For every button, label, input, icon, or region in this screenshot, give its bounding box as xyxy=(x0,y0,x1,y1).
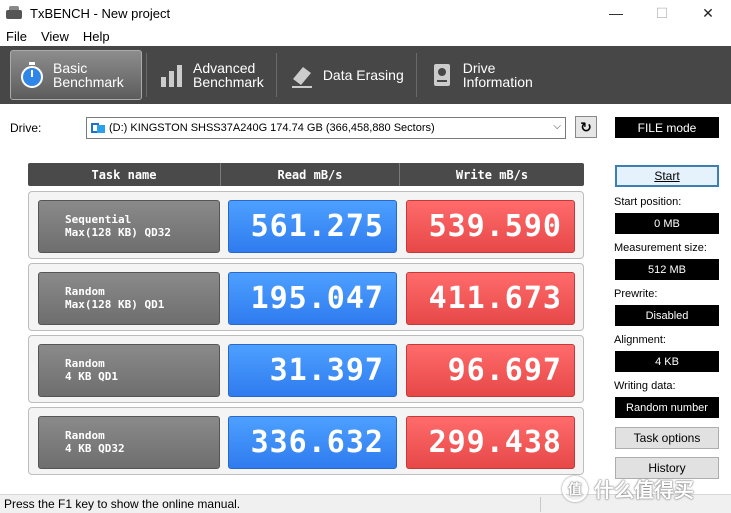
prewrite-label: Prewrite: xyxy=(614,288,658,300)
title-bar: TxBENCH - New project — ☐ ✕ xyxy=(0,0,731,26)
read-value: 336.632 xyxy=(228,416,397,469)
minimize-button[interactable]: — xyxy=(609,5,623,21)
tab-drive-information[interactable]: Drive Information xyxy=(421,50,541,100)
start-position-value[interactable]: 0 MB xyxy=(615,213,719,234)
alignment-value[interactable]: 4 KB xyxy=(615,351,719,372)
status-text: Press the F1 key to show the online manu… xyxy=(4,497,241,511)
bar-chart-icon xyxy=(161,65,182,87)
tab-divider xyxy=(275,53,277,97)
read-value: 561.275 xyxy=(228,200,397,253)
drive-info-icon xyxy=(433,64,450,86)
measurement-size-value[interactable]: 512 MB xyxy=(615,259,719,280)
write-value: 539.590 xyxy=(406,200,575,253)
maximize-button[interactable]: ☐ xyxy=(655,4,669,21)
tab-data-erasing[interactable]: Data Erasing xyxy=(281,50,412,100)
menu-view[interactable]: View xyxy=(40,28,69,44)
read-value: 31.397 xyxy=(228,344,397,397)
task-button-4k-q1[interactable]: Random 4 KB QD1 xyxy=(38,344,220,397)
status-divider xyxy=(540,497,541,512)
window-title: TxBENCH - New project xyxy=(30,5,171,21)
menu-help[interactable]: Help xyxy=(82,28,110,44)
prewrite-value[interactable]: Disabled xyxy=(615,305,719,326)
header-task-name: Task name xyxy=(28,163,221,186)
close-button[interactable]: ✕ xyxy=(702,4,714,21)
tab-basic-benchmark[interactable]: Basic Benchmark xyxy=(10,50,142,100)
result-row-4k-q1: Random 4 KB QD1 31.397 96.697 xyxy=(28,335,584,403)
eraser-icon xyxy=(291,67,312,88)
writing-data-value[interactable]: Random number xyxy=(615,397,719,418)
tab-divider xyxy=(415,53,417,97)
watermark: 值 什么值得买 xyxy=(562,474,694,503)
tab-label: Drive Information xyxy=(462,60,533,90)
tab-divider xyxy=(146,53,147,97)
drive-selected-value: (D:) KINGSTON SHSS37A240G 174.74 GB (366… xyxy=(109,122,435,134)
task-button-seq-q32[interactable]: Sequential Max(128 KB) QD32 xyxy=(38,200,220,253)
writing-data-label: Writing data: xyxy=(614,380,676,392)
window-controls: — ☐ ✕ xyxy=(593,0,731,26)
read-value: 195.047 xyxy=(228,272,397,325)
task-options-label: Task options xyxy=(633,431,701,445)
header-write: Write mB/s xyxy=(455,167,529,182)
start-position-label: Start position: xyxy=(614,196,682,208)
drive-select[interactable]: (D:) KINGSTON SHSS37A240G 174.74 GB (366… xyxy=(86,117,566,139)
app-icon xyxy=(6,6,22,20)
refresh-drives-button[interactable]: ↻ xyxy=(575,116,597,138)
chevron-down-icon: ⌵ xyxy=(553,121,561,132)
task-button-4k-q32[interactable]: Random 4 KB QD32 xyxy=(38,416,220,469)
result-row-rnd-q1: Random Max(128 KB) QD1 195.047 411.673 xyxy=(28,263,584,331)
file-mode-indicator: FILE mode xyxy=(615,117,719,138)
main-tabs: Basic Benchmark Advanced Benchmark Data … xyxy=(0,46,731,104)
write-value: 96.697 xyxy=(406,344,575,397)
measurement-size-label: Measurement size: xyxy=(614,242,707,254)
tab-advanced-benchmark[interactable]: Advanced Benchmark xyxy=(151,50,272,100)
drive-row: Drive: (D:) KINGSTON SHSS37A240G 174.74 … xyxy=(0,114,731,142)
write-value: 299.438 xyxy=(406,416,575,469)
stopwatch-icon xyxy=(21,62,43,88)
menu-file[interactable]: File xyxy=(6,28,27,44)
menu-bar: File View Help xyxy=(0,26,731,46)
header-read: Read mB/s xyxy=(221,163,400,186)
start-label: Start xyxy=(654,169,680,183)
status-bar: Press the F1 key to show the online manu… xyxy=(0,494,731,513)
tab-label: Advanced Benchmark xyxy=(193,60,264,90)
results-header: Task name Read mB/s Write mB/s xyxy=(28,163,584,186)
drive-label: Drive: xyxy=(10,121,42,135)
watermark-text: 什么值得买 xyxy=(594,480,694,502)
history-button[interactable]: History xyxy=(615,457,719,479)
result-row-seq-q32: Sequential Max(128 KB) QD32 561.275 539.… xyxy=(28,191,584,259)
task-options-button[interactable]: Task options xyxy=(615,427,719,449)
refresh-icon: ↻ xyxy=(580,118,592,135)
start-button[interactable]: Start xyxy=(615,165,719,187)
task-button-rnd-q1[interactable]: Random Max(128 KB) QD1 xyxy=(38,272,220,325)
tab-label: Basic Benchmark xyxy=(53,60,124,90)
alignment-label: Alignment: xyxy=(614,334,666,346)
result-row-4k-q32: Random 4 KB QD32 336.632 299.438 xyxy=(28,407,584,475)
history-label: History xyxy=(648,461,686,475)
tab-label: Data Erasing xyxy=(322,67,404,83)
watermark-logo-icon: 值 xyxy=(562,475,588,502)
drive-icon xyxy=(91,122,105,134)
write-value: 411.673 xyxy=(406,272,575,325)
